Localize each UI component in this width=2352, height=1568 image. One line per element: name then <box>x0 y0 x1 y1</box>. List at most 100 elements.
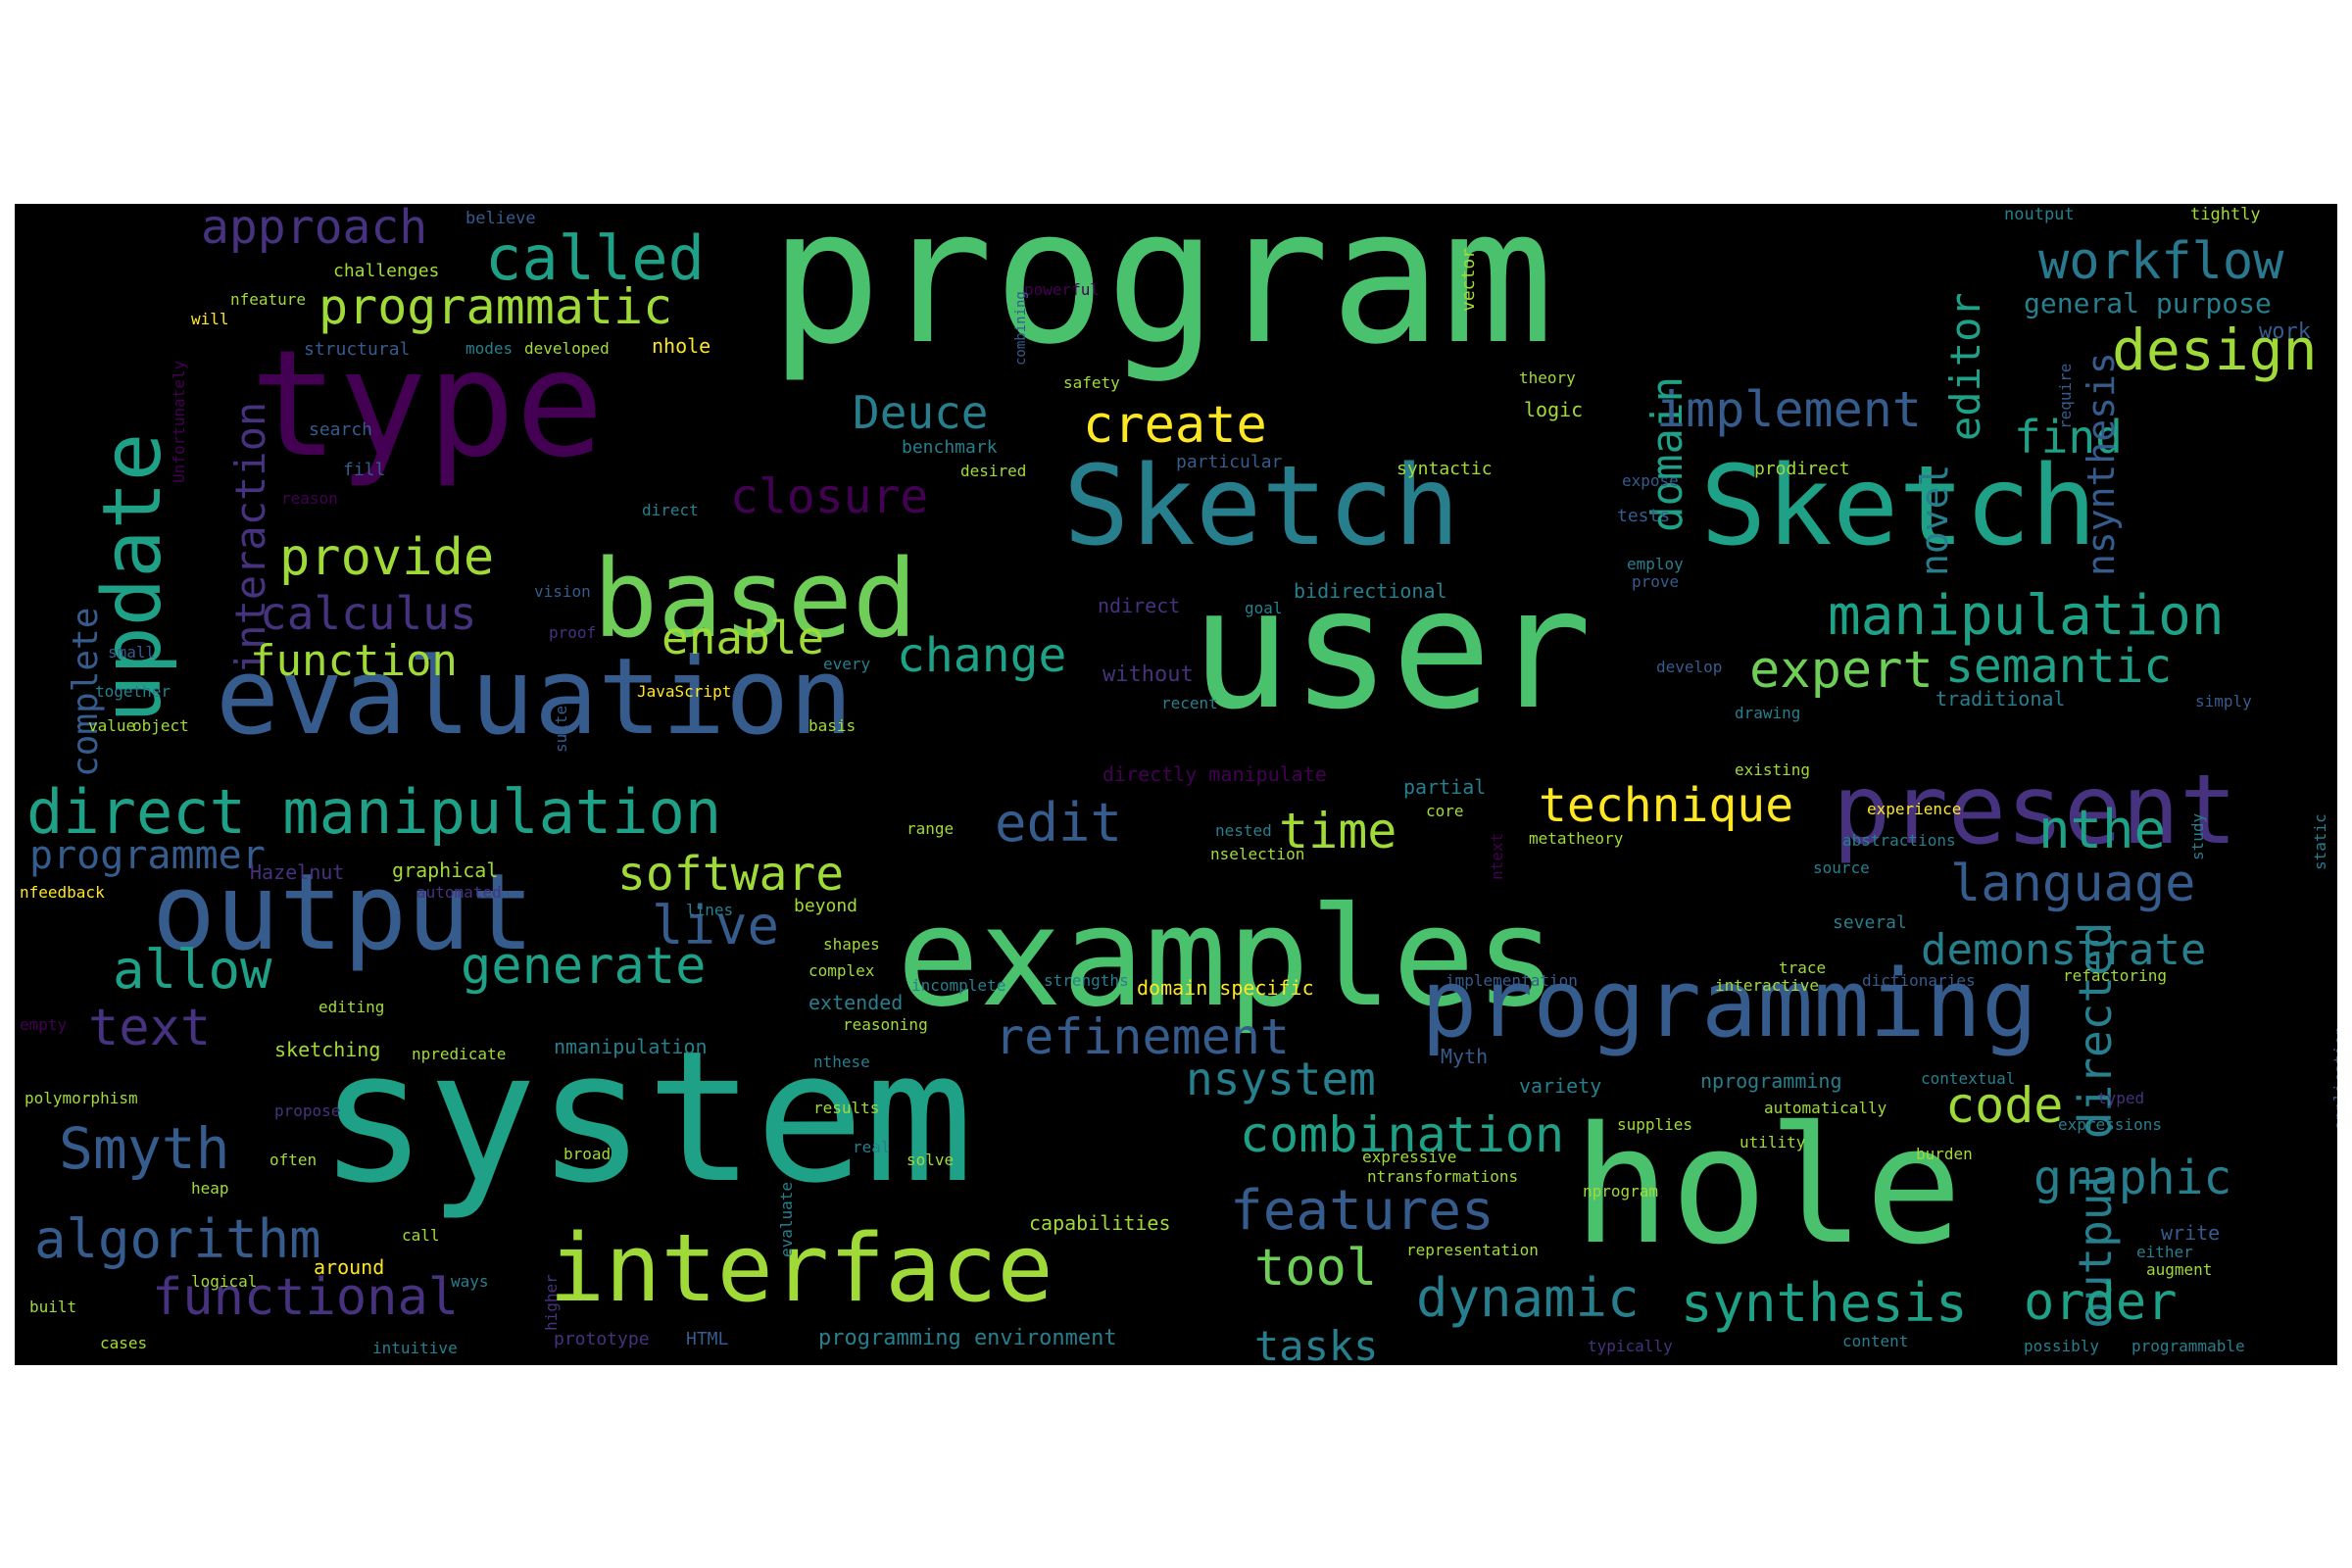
word-118: basis <box>808 716 857 735</box>
word-140: shapes <box>823 935 880 954</box>
word-61: tool <box>1254 1239 1378 1298</box>
word-25: find <box>2014 411 2123 464</box>
word-0: program <box>769 204 1554 385</box>
word-36: change <box>897 628 1067 683</box>
word-2: system <box>318 1011 974 1223</box>
word-66: tasks <box>1254 1322 1379 1366</box>
word-110: together <box>95 682 172 701</box>
word-64: synthesis <box>1681 1272 1968 1334</box>
word-33: semantic <box>1945 639 2173 694</box>
word-7: Sketch <box>1063 443 1460 570</box>
word-188: around <box>314 1255 385 1279</box>
word-60: algorithm <box>34 1208 321 1270</box>
word-20: design <box>2112 317 2318 383</box>
word-53: text <box>88 999 212 1057</box>
word-180: nprogram <box>1583 1182 1659 1200</box>
word-71: vector <box>1458 247 1479 312</box>
word-127: study <box>2188 812 2207 860</box>
word-48: live <box>652 895 780 956</box>
word-123: experience <box>1867 800 1962 818</box>
word-85: safety <box>1063 373 1120 392</box>
word-184: representation <box>1406 1241 1539 1259</box>
word-101: vision <box>534 582 591 601</box>
word-114: simply <box>2195 692 2252 710</box>
word-8: Sketch <box>1700 443 2097 570</box>
word-183: capabilities <box>1029 1211 1171 1235</box>
word-159: Myth <box>1441 1045 1489 1068</box>
word-37: expert <box>1749 641 1934 700</box>
word-166: results <box>813 1099 880 1117</box>
word-179: ntransformations <box>1367 1167 1519 1186</box>
word-87: fill <box>343 460 386 480</box>
word-92: prodirect <box>1754 459 1850 479</box>
word-54: nsystem <box>1186 1053 1376 1105</box>
word-156: npredicate <box>412 1045 507 1063</box>
word-134: nselection <box>1210 845 1305 863</box>
word-163: typed <box>2097 1089 2145 1107</box>
word-76: will <box>191 310 229 328</box>
word-162: contextual <box>1921 1069 2016 1088</box>
word-91: syntactic <box>1396 459 1493 479</box>
word-1: user <box>1191 553 1592 747</box>
word-30: provide <box>279 528 495 587</box>
word-95: employ <box>1627 555 1684 573</box>
word-72: powerful <box>1024 280 1101 299</box>
word-11: interface <box>549 1215 1054 1323</box>
word-27: nsynthesis <box>2080 352 2123 576</box>
word-145: strengths <box>1044 971 1129 990</box>
word-45: programmer <box>29 833 266 878</box>
word-51: generate <box>461 937 707 996</box>
word-42: time <box>1279 803 1397 859</box>
word-151: editing <box>318 998 385 1016</box>
word-126: abstractions <box>1842 831 1956 850</box>
word-4: type <box>250 319 605 490</box>
word-158: nthese <box>813 1053 870 1071</box>
word-50: allow <box>113 939 272 1001</box>
word-78: structural <box>304 339 411 360</box>
word-59: features <box>1230 1179 1494 1243</box>
word-153: empty <box>20 1015 68 1034</box>
word-94: tests <box>1617 506 1671 526</box>
word-109: develop <box>1656 658 1723 676</box>
word-196: intuitive <box>372 1339 458 1357</box>
word-46: software <box>617 847 845 902</box>
word-cloud-panel: program user system examples type hole evaluat… <box>15 204 2337 1365</box>
word-105: small <box>108 643 156 662</box>
word-49: demonstrate <box>1921 925 2207 975</box>
word-135: ntext <box>1488 832 1506 880</box>
word-168: automatically <box>1764 1099 1887 1117</box>
word-86: search <box>309 419 373 440</box>
word-13: present <box>1833 755 2238 866</box>
word-47: language <box>1950 855 2196 913</box>
word-74: work <box>2259 319 2311 344</box>
word-56: combination <box>1240 1106 1565 1163</box>
word-106: proof <box>549 623 597 642</box>
word-116: object <box>132 716 189 735</box>
word-102: bidirectional <box>1294 579 1447 603</box>
word-111: JavaScript <box>637 682 732 701</box>
word-170: application <box>2330 1026 2337 1130</box>
word-10: programming <box>1421 951 2038 1058</box>
word-62: functional <box>152 1268 460 1327</box>
word-82: combining <box>1013 291 1029 366</box>
word-148: interactive <box>1715 976 1819 995</box>
word-26: novel <box>1913 464 1956 576</box>
word-181: heap <box>191 1179 229 1198</box>
word-160: variety <box>1519 1074 1602 1098</box>
word-77: challenges <box>333 261 440 281</box>
word-19: workflow <box>2038 232 2284 291</box>
word-128: static <box>2311 813 2329 870</box>
word-119: drawing <box>1735 704 1801 722</box>
word-115: value <box>88 716 136 735</box>
word-165: propose <box>274 1102 341 1120</box>
word-84: logic <box>1524 398 1584 421</box>
word-172: broad <box>564 1145 612 1163</box>
word-17: approach <box>201 204 428 255</box>
word-97: Unfortunately <box>170 360 188 483</box>
word-171: often <box>270 1151 318 1169</box>
word-28: Deuce <box>853 386 989 439</box>
word-79: modes <box>466 339 514 358</box>
word-12: based <box>593 536 918 662</box>
word-173: real <box>853 1138 891 1156</box>
word-113: traditional <box>1936 687 2066 710</box>
